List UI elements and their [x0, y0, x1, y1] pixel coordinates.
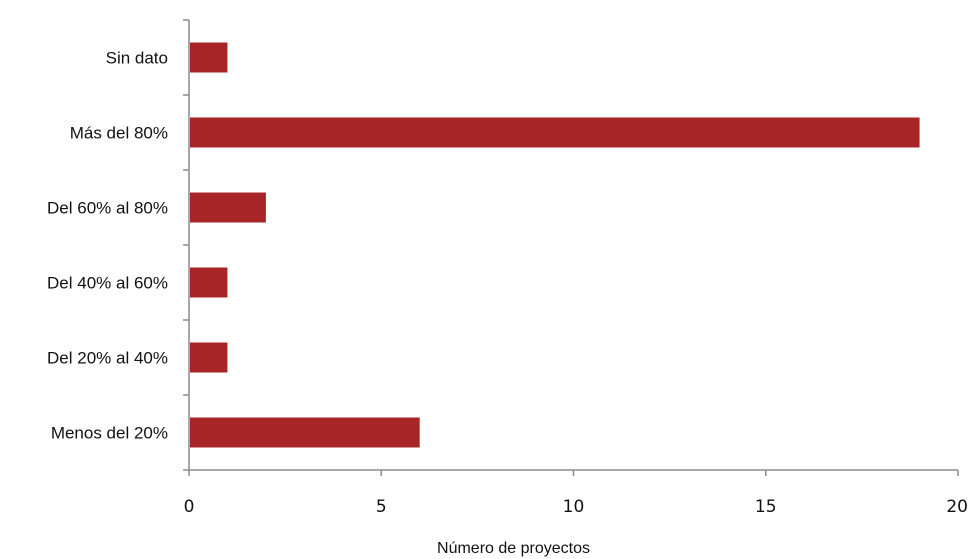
bar [190, 417, 420, 448]
x-tick-label: 0 [184, 497, 195, 517]
bar [190, 42, 228, 73]
bars-group [190, 42, 920, 448]
x-axis-ticks [188, 470, 959, 476]
x-tick-label: 10 [563, 497, 585, 517]
x-tick-label: 5 [376, 497, 387, 517]
category-label: Del 20% al 40% [47, 349, 168, 368]
y-axis-ticks [183, 19, 189, 471]
bar [190, 117, 920, 148]
category-label: Del 40% al 60% [47, 274, 168, 293]
x-tick-label: 15 [755, 497, 777, 517]
category-labels: Sin dato Más del 80% Del 60% al 80% Del 40%… [47, 49, 168, 443]
x-tick-labels: 0 5 10 15 20 [184, 497, 968, 517]
category-label: Sin dato [106, 49, 168, 68]
bar [190, 342, 228, 373]
category-label: Menos del 20% [51, 424, 168, 443]
x-axis-title: Número de proyectos [437, 540, 590, 557]
category-label: Del 60% al 80% [47, 199, 168, 218]
bar [190, 192, 266, 223]
bar [190, 267, 228, 298]
x-tick-label: 20 [946, 497, 968, 517]
category-label: Más del 80% [70, 124, 168, 143]
